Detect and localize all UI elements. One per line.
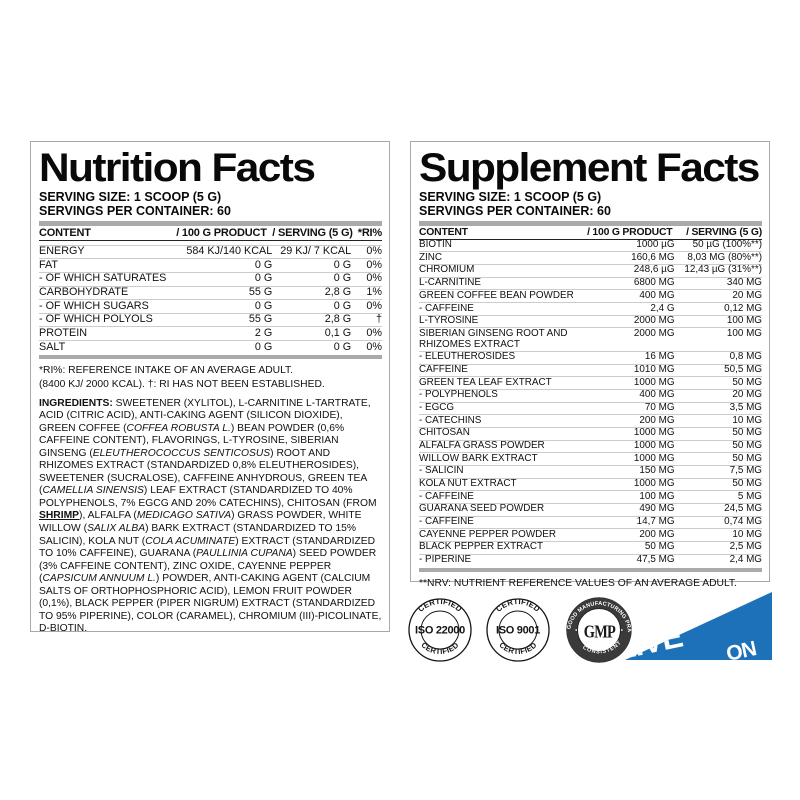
svg-text:CERTIFIED: CERTIFIED	[494, 598, 542, 614]
svg-text:CERTIFIED: CERTIFIED	[497, 640, 538, 656]
svg-text:CERTIFIED: CERTIFIED	[416, 598, 464, 614]
svg-text:ON: ON	[724, 637, 758, 666]
svg-text:ISO 22000: ISO 22000	[415, 625, 465, 637]
svg-text:ISO 9001: ISO 9001	[496, 625, 540, 637]
svg-text:CERTIFIED: CERTIFIED	[419, 640, 460, 656]
